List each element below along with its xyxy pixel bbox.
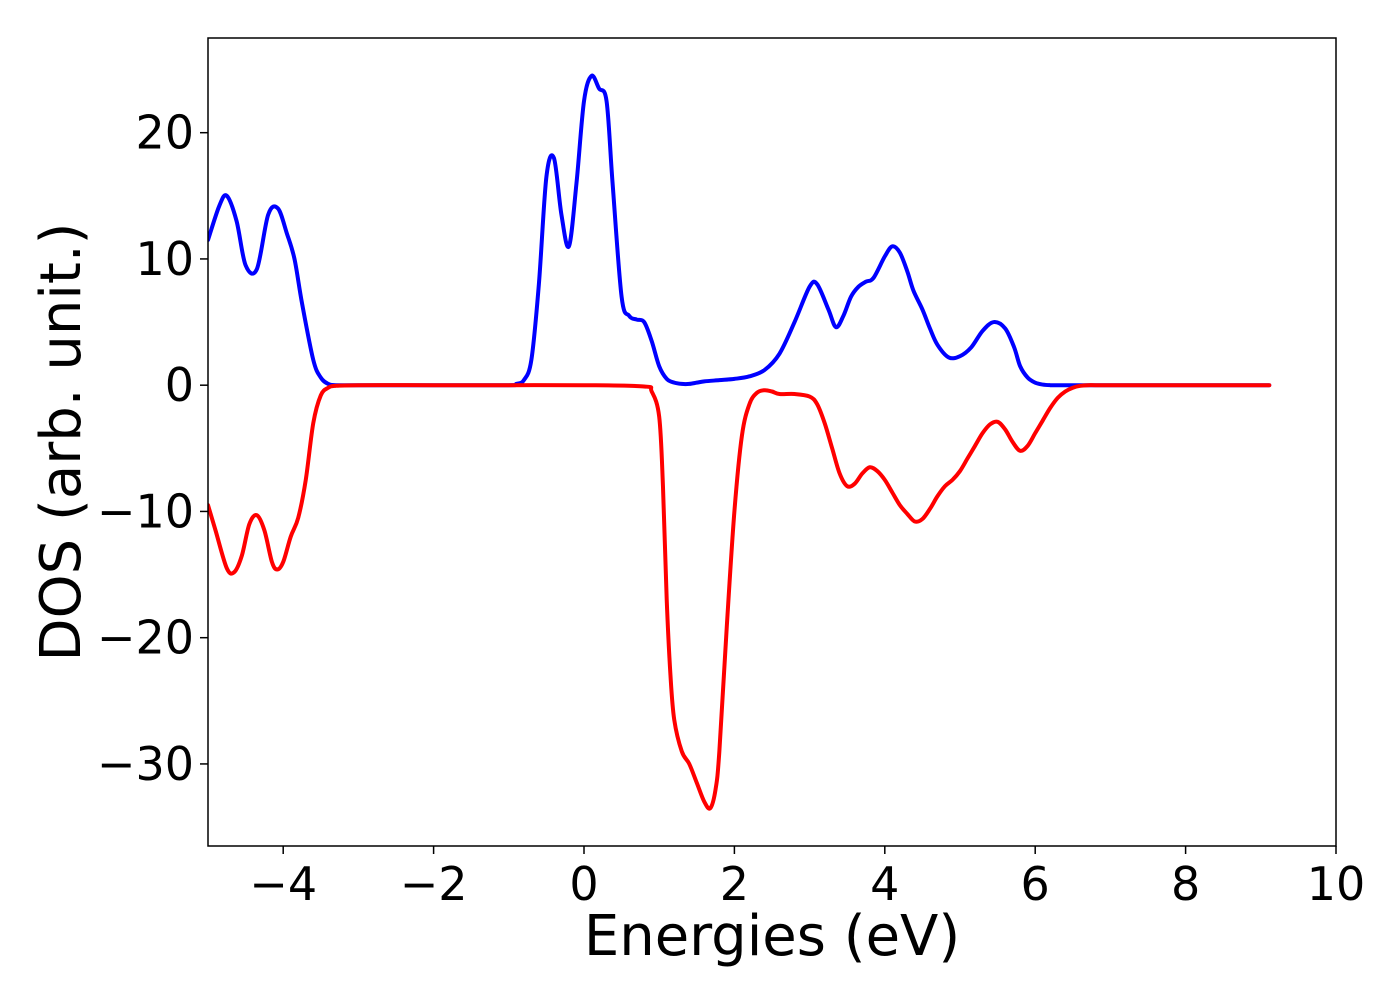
x-tick-label: −4 xyxy=(249,857,317,911)
y-tick-label: 20 xyxy=(135,106,194,160)
plot-frame xyxy=(207,37,1337,847)
y-tick-label: 10 xyxy=(135,232,194,286)
y-tick-label: −30 xyxy=(97,737,194,791)
plot-layer xyxy=(208,73,1272,811)
x-tick-label: 8 xyxy=(1171,857,1200,911)
x-tick-label: 10 xyxy=(1307,857,1366,911)
dos-series-line-negative xyxy=(208,383,1272,811)
x-tick-label: 6 xyxy=(1021,857,1050,911)
y-tick-label: −20 xyxy=(97,611,194,665)
y-tick-label: −10 xyxy=(97,484,194,538)
x-tick-label: 4 xyxy=(870,857,899,911)
x-tick-label: 2 xyxy=(720,857,749,911)
dos-series-line-positive xyxy=(208,73,1272,388)
y-tick-label: 0 xyxy=(165,358,194,412)
x-axis-title: Energies (eV) xyxy=(584,904,960,969)
y-axis-title: DOS (arb. unit.) xyxy=(29,222,94,661)
x-tick-label: 0 xyxy=(569,857,598,911)
x-tick-label: −2 xyxy=(400,857,468,911)
